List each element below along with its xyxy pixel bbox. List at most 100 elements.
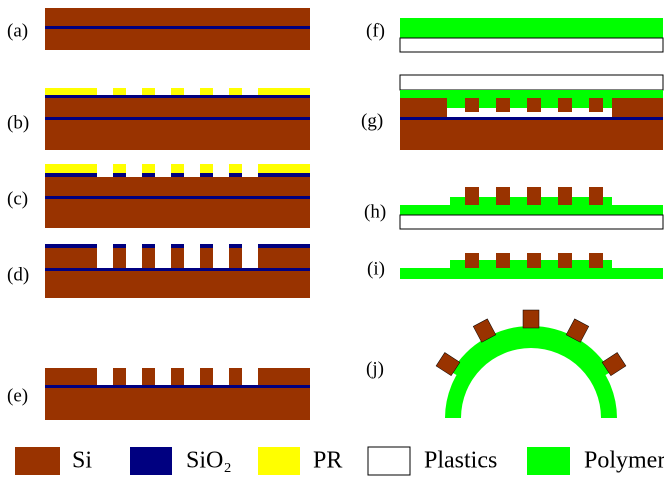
sio2-layer — [200, 173, 213, 177]
si-layer — [113, 368, 126, 385]
si-layer — [45, 177, 310, 228]
panel-label: (a) — [7, 20, 28, 41]
pr-layer — [200, 88, 213, 95]
legend-swatch — [15, 447, 60, 475]
si-layer — [465, 253, 479, 268]
si-layer — [465, 187, 479, 205]
panel-label: (b) — [7, 112, 29, 133]
pr-layer — [229, 164, 242, 173]
si-layer — [229, 248, 242, 268]
si-layer — [400, 120, 663, 150]
panel-label: (e) — [7, 385, 28, 406]
si-layer — [527, 98, 541, 112]
si-layer — [229, 368, 242, 385]
si-layer — [171, 368, 184, 385]
plastic-layer — [400, 38, 663, 52]
pr-layer — [258, 164, 310, 173]
si-layer — [400, 98, 447, 117]
panel-label: (f) — [366, 20, 385, 41]
si-layer — [558, 187, 572, 205]
legend-swatch — [368, 447, 410, 475]
sio2-layer — [171, 173, 184, 177]
pr-layer — [229, 88, 242, 95]
panel-label: (c) — [7, 188, 28, 209]
sio2-layer — [258, 173, 310, 177]
legend-label: SiO₂ — [186, 448, 232, 474]
sio2-layer — [45, 385, 310, 388]
pr-layer — [113, 164, 126, 173]
legend-label: Si — [72, 448, 92, 474]
polymer-layer — [400, 18, 663, 38]
si-layer — [45, 368, 97, 385]
si-layer — [558, 98, 572, 112]
fabrication-diagram: (a) (b) (c) (d) (e) (f) (g) (h) (i) (j) … — [0, 0, 664, 478]
legend-swatch — [258, 447, 300, 475]
pr-layer — [142, 164, 155, 173]
si-layer — [171, 248, 184, 268]
si-layer — [589, 187, 603, 205]
si-layer — [258, 368, 310, 385]
legend-swatch — [527, 447, 570, 475]
pr-layer — [113, 88, 126, 95]
si-layer — [45, 98, 310, 150]
si-layer — [496, 98, 510, 112]
sio2-layer — [45, 244, 97, 248]
si-layer — [45, 388, 310, 420]
polymer-layer — [400, 90, 663, 98]
pr-layer — [171, 88, 184, 95]
sio2-layer — [45, 268, 310, 271]
si-layer — [527, 253, 541, 268]
sio2-layer — [200, 244, 213, 248]
sio2-layer — [45, 26, 310, 29]
si-layer — [527, 187, 541, 205]
si-layer — [113, 248, 126, 268]
pr-layer — [258, 88, 310, 95]
sio2-layer — [45, 173, 97, 177]
pr-layer — [171, 164, 184, 173]
si-layer — [523, 310, 539, 328]
sio2-layer — [229, 173, 242, 177]
legend-label: Plastics — [424, 448, 497, 474]
sio2-layer — [113, 173, 126, 177]
plastic-layer — [400, 75, 663, 90]
si-layer — [589, 253, 603, 268]
si-layer — [45, 248, 97, 268]
sio2-layer — [113, 244, 126, 248]
sio2-layer — [400, 117, 663, 120]
polymer-layer — [400, 268, 663, 279]
legend-swatch — [130, 447, 172, 475]
si-layer — [496, 187, 510, 205]
si-layer — [496, 253, 510, 268]
pr-layer — [45, 164, 97, 173]
panel-label: (j) — [366, 358, 384, 379]
si-layer — [200, 248, 213, 268]
si-layer — [142, 248, 155, 268]
legend-label: Polymer — [584, 448, 664, 474]
sio2-layer — [45, 95, 310, 98]
sio2-layer — [171, 244, 184, 248]
sio2-layer — [258, 244, 310, 248]
si-layer — [142, 368, 155, 385]
si-layer — [258, 248, 310, 268]
si-layer — [465, 98, 479, 112]
pr-layer — [45, 88, 97, 95]
si-layer — [589, 98, 603, 112]
panel-label: (i) — [367, 258, 385, 279]
plastic-layer — [400, 215, 663, 229]
pr-layer — [142, 88, 155, 95]
si-layer — [200, 368, 213, 385]
pr-layer — [200, 164, 213, 173]
si-layer — [612, 98, 663, 117]
panel-label: (h) — [364, 201, 386, 222]
sio2-layer — [45, 117, 310, 120]
sio2-layer — [142, 244, 155, 248]
si-layer — [45, 271, 310, 298]
sio2-layer — [45, 196, 310, 199]
polymer-arc — [445, 332, 617, 418]
panel-label: (d) — [7, 264, 29, 285]
si-layer — [558, 253, 572, 268]
polymer-layer — [400, 205, 663, 215]
legend-label: PR — [313, 448, 342, 474]
sio2-layer — [142, 173, 155, 177]
panel-label: (g) — [361, 110, 383, 131]
